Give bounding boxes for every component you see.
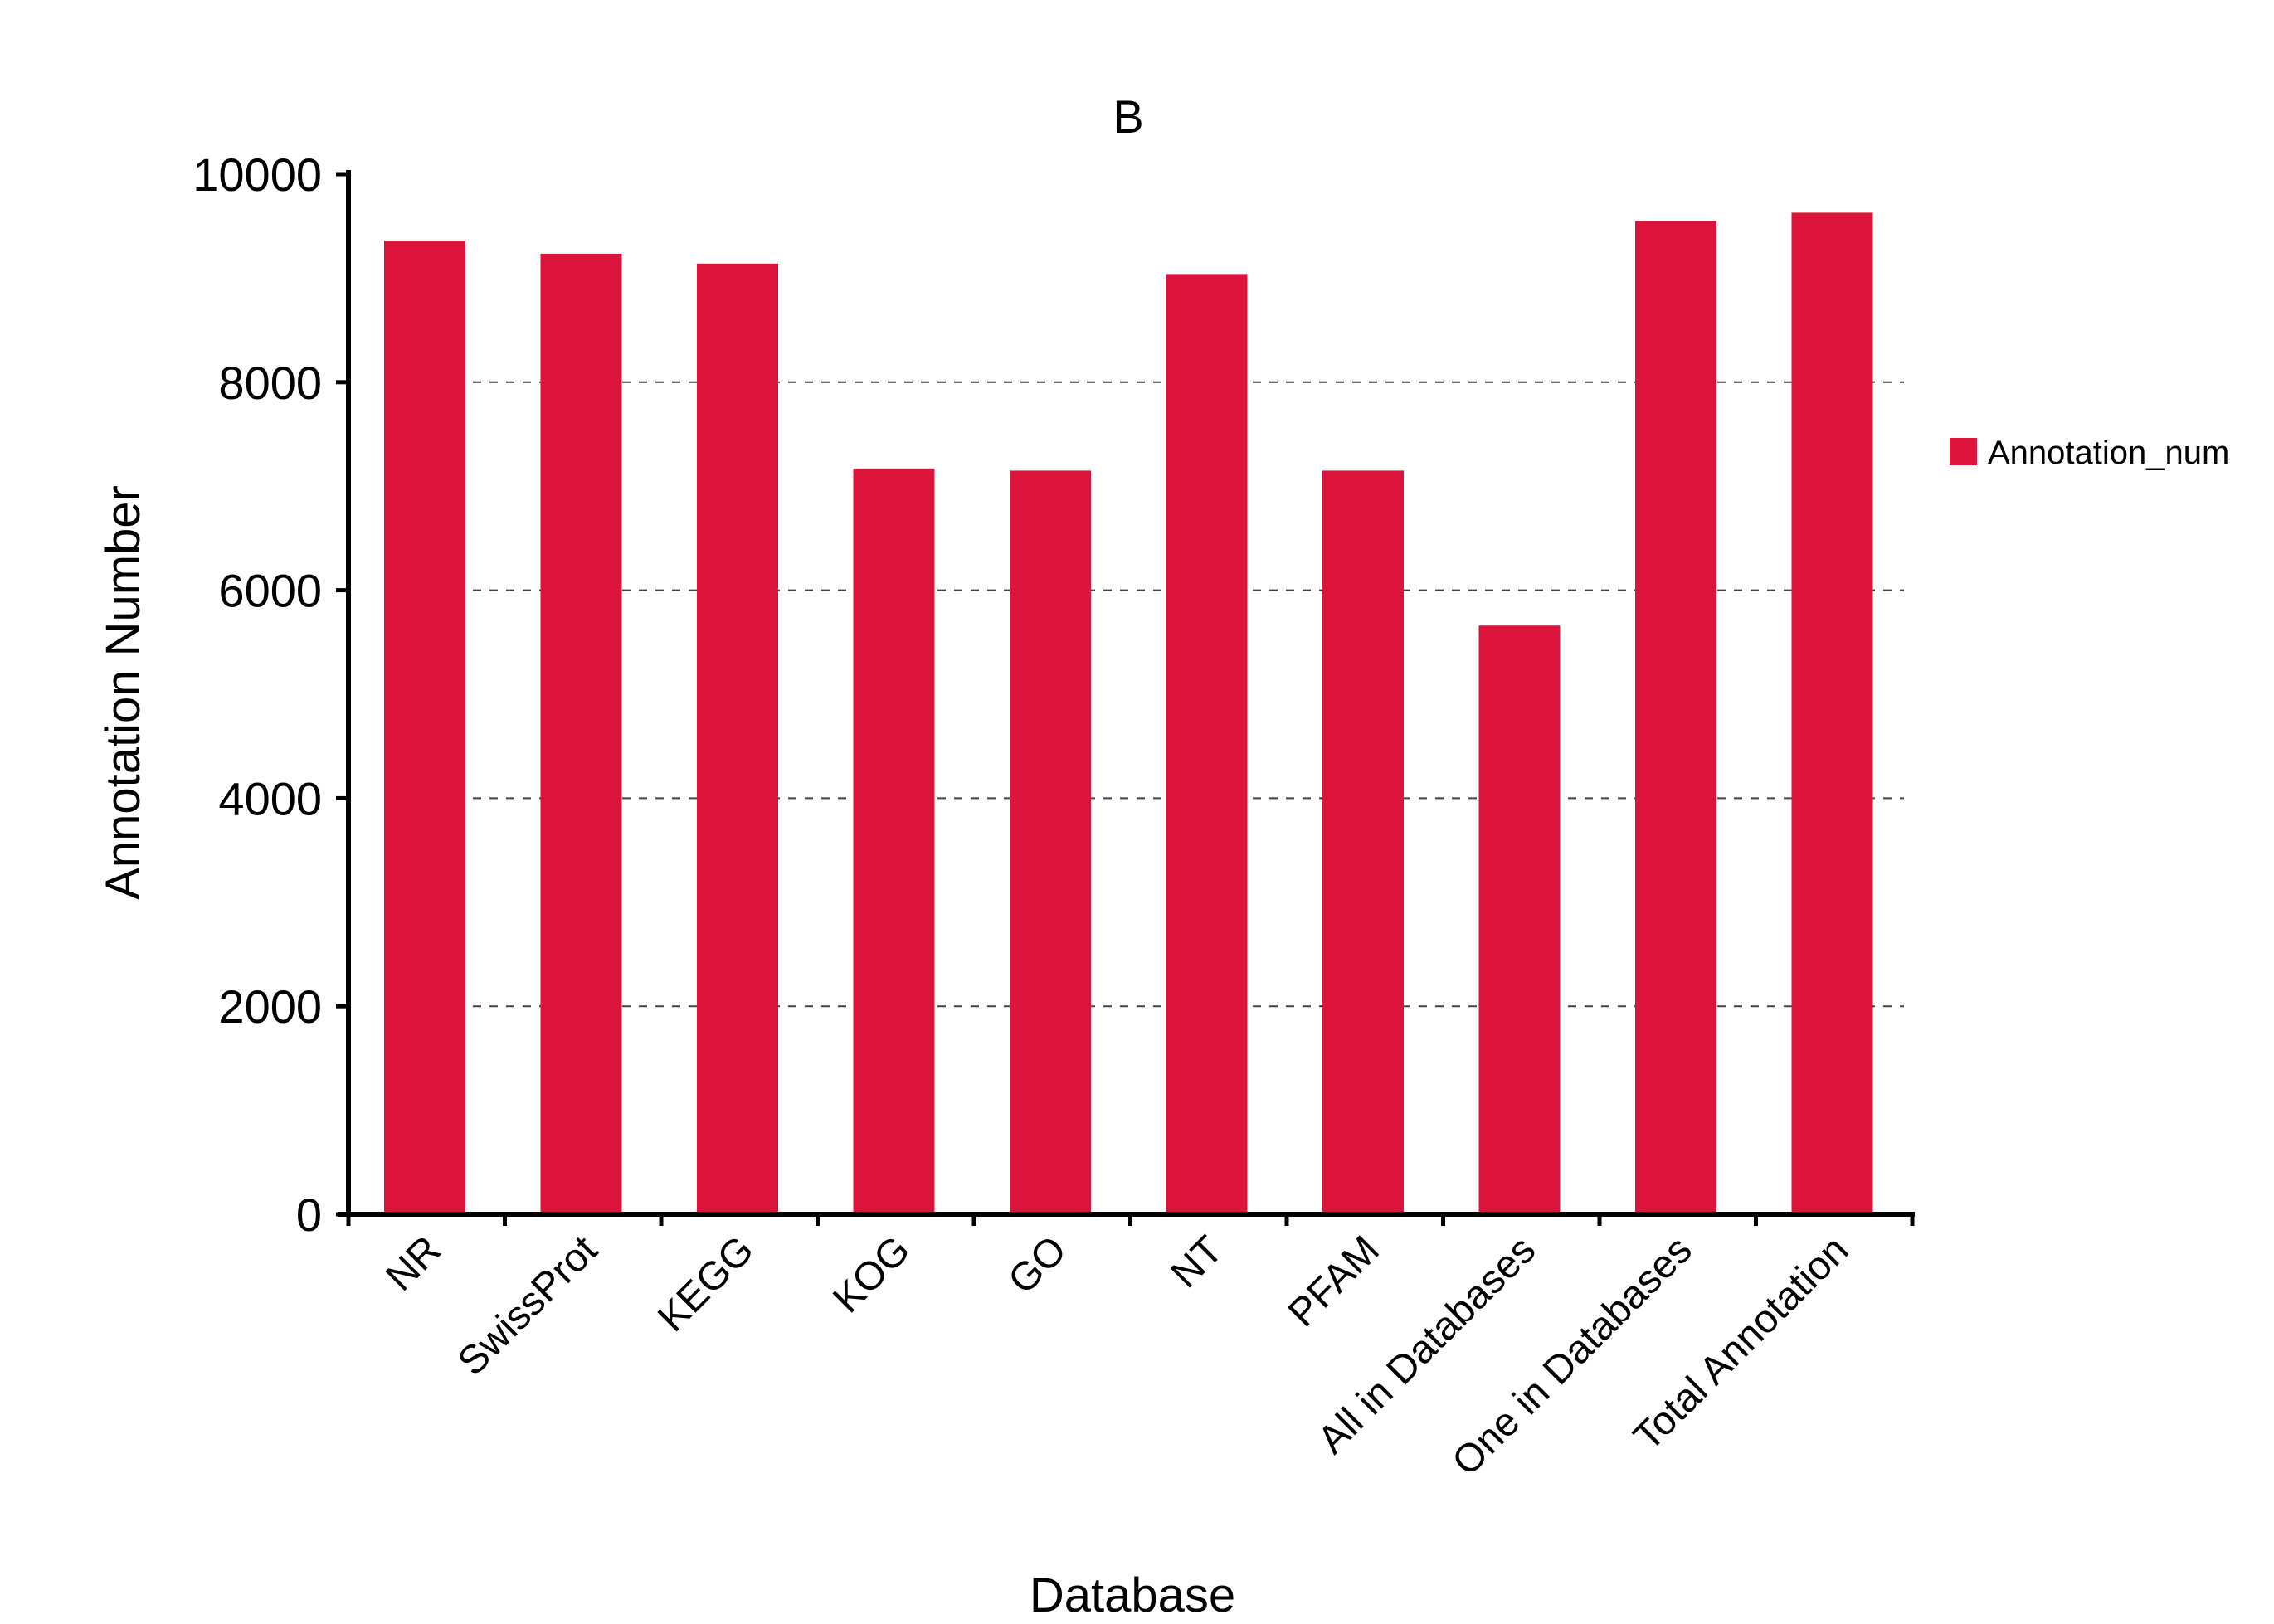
x-tick-label-swissprot: SwissProt	[450, 1228, 606, 1383]
bar-nt	[1166, 274, 1248, 1214]
y-tick-label-0: 0	[296, 1189, 322, 1241]
bar-nr	[384, 241, 465, 1215]
bar-one-in-databases	[1635, 221, 1716, 1215]
bar-go	[1010, 470, 1091, 1214]
bar-all-in-databases	[1478, 625, 1561, 1214]
bars	[384, 212, 1873, 1215]
x-tick-label-nr: NR	[377, 1228, 449, 1299]
y-tick-label-6000: 6000	[218, 565, 322, 617]
x-tick-label-go: GO	[1001, 1228, 1075, 1302]
legend: Annotation_num	[1950, 435, 2229, 471]
x-tick-label-pfam: PFAM	[1280, 1228, 1388, 1335]
y-tick-label-2000: 2000	[218, 980, 322, 1033]
bar-swissprot	[540, 253, 622, 1214]
x-tick-label-kog: KOG	[825, 1228, 918, 1321]
x-tick-label-kegg: KEGG	[650, 1228, 762, 1340]
legend-swatch	[1950, 438, 1977, 465]
legend-label: Annotation_num	[1988, 435, 2229, 471]
bar-pfam	[1322, 470, 1404, 1214]
x-tick-label-nt: NT	[1163, 1228, 1232, 1296]
axes	[338, 170, 1915, 1217]
bar-total-annotation	[1791, 212, 1873, 1215]
bar-kog	[853, 468, 935, 1214]
y-tick-label-10000: 10000	[192, 148, 322, 201]
bar-kegg	[697, 263, 778, 1214]
x-axis-title: Database	[1030, 1568, 1235, 1622]
y-tick-label-8000: 8000	[218, 357, 322, 409]
y-axis-title: Annotation Number	[96, 485, 150, 900]
chart-title: B	[1113, 90, 1143, 143]
y-tick-label-4000: 4000	[218, 772, 322, 824]
y-ticks: 0 2000 4000 6000 8000 10000	[192, 148, 348, 1241]
